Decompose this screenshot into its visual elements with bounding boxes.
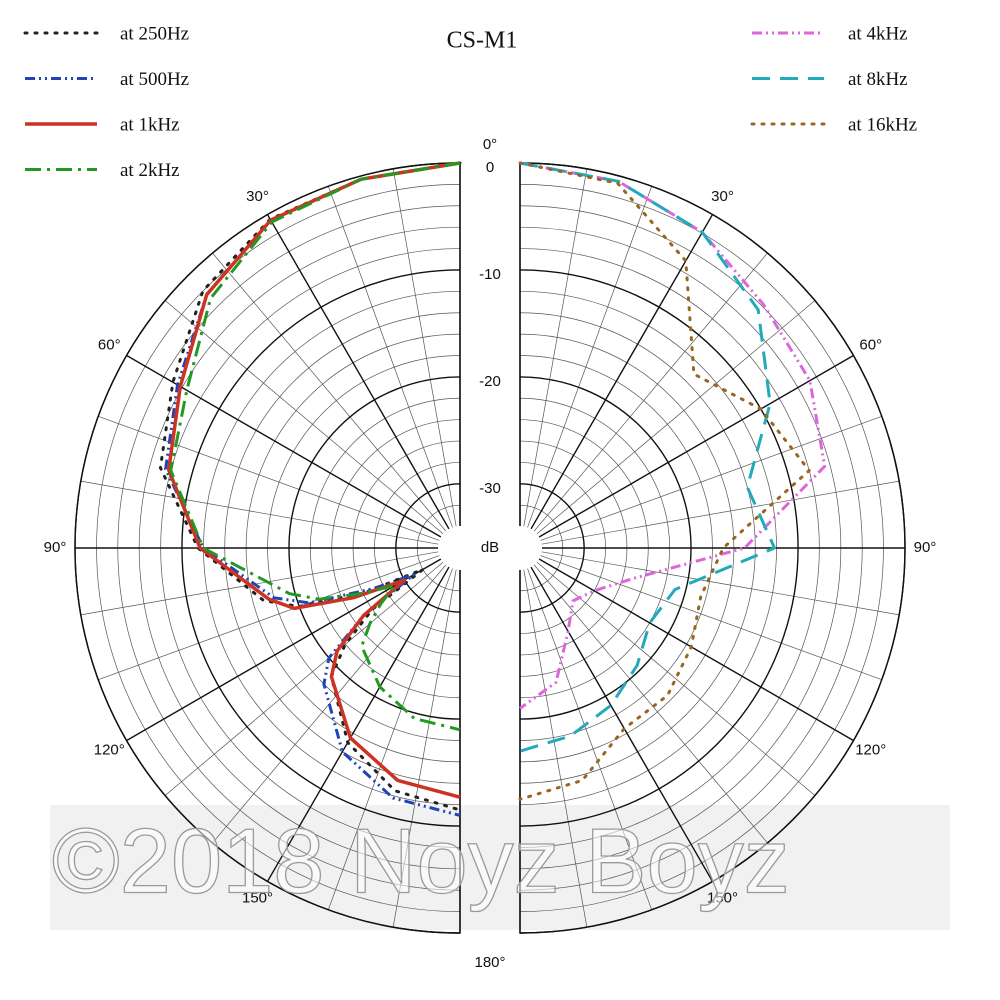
minor-spoke bbox=[98, 555, 440, 681]
minor-spoke bbox=[533, 252, 768, 532]
series-line bbox=[169, 161, 461, 732]
half-outline bbox=[519, 162, 906, 934]
legend-label: at 1kHz bbox=[120, 114, 180, 135]
minor-spoke bbox=[164, 561, 444, 796]
theta-tick-label: 60° bbox=[98, 336, 121, 353]
minor-spoke bbox=[533, 564, 768, 844]
minor-spoke bbox=[540, 415, 882, 541]
series-line bbox=[166, 161, 461, 799]
theta-tick-label: 150° bbox=[242, 890, 273, 907]
minor-spoke bbox=[212, 564, 447, 844]
theta-tick-label: 120° bbox=[855, 741, 886, 758]
theta-tick-label: 90° bbox=[44, 539, 67, 556]
minor-spoke bbox=[527, 186, 653, 528]
legend-label: at 250Hz bbox=[120, 23, 189, 44]
minor-spoke bbox=[536, 300, 816, 535]
major-spoke bbox=[538, 558, 854, 742]
minor-spoke bbox=[527, 568, 653, 910]
plot-lines bbox=[158, 161, 827, 817]
legend-label: at 8kHz bbox=[848, 69, 908, 90]
r-tick-label: -30 bbox=[479, 480, 501, 497]
major-spoke bbox=[530, 214, 714, 530]
theta-tick-label: 0° bbox=[483, 136, 497, 153]
theta-tick-label: 30° bbox=[711, 188, 734, 205]
legend-label: at 4kHz bbox=[848, 23, 908, 44]
minor-spoke bbox=[541, 480, 900, 545]
minor-spoke bbox=[80, 551, 439, 616]
legend-label: at 500Hz bbox=[120, 69, 189, 90]
minor-spoke bbox=[536, 561, 816, 796]
series-line bbox=[519, 161, 776, 753]
series-line bbox=[518, 161, 811, 801]
minor-spoke bbox=[523, 569, 588, 928]
r-tick-label: -10 bbox=[479, 266, 501, 283]
watermark: ©2018 Noyz Boyz bbox=[52, 810, 790, 912]
center-hole bbox=[438, 526, 482, 570]
half-outline bbox=[74, 162, 461, 934]
major-spoke bbox=[538, 354, 854, 538]
series-line bbox=[519, 161, 827, 710]
major-spoke bbox=[266, 214, 450, 530]
theta-tick-label: 60° bbox=[859, 336, 882, 353]
major-spoke bbox=[266, 566, 450, 882]
theta-tick-label: 120° bbox=[94, 741, 125, 758]
theta-tick-label: 30° bbox=[246, 188, 269, 205]
minor-spoke bbox=[212, 252, 447, 532]
minor-spoke bbox=[327, 186, 453, 528]
radial-unit: dB bbox=[481, 539, 499, 556]
minor-spoke bbox=[80, 480, 439, 545]
center-hole bbox=[498, 526, 542, 570]
minor-spoke bbox=[541, 551, 900, 616]
minor-spoke bbox=[98, 415, 440, 541]
minor-spoke bbox=[523, 168, 588, 527]
legend-label: at 2kHz bbox=[120, 160, 180, 181]
chart-title: CS-M1 bbox=[447, 28, 518, 54]
r-tick-label: -20 bbox=[479, 373, 501, 390]
minor-spoke bbox=[540, 555, 882, 681]
watermark-band bbox=[50, 805, 950, 930]
theta-tick-label: 150° bbox=[707, 890, 738, 907]
minor-spoke bbox=[164, 300, 444, 535]
minor-spoke bbox=[392, 168, 457, 527]
major-spoke bbox=[126, 558, 442, 742]
minor-spoke bbox=[392, 569, 457, 928]
legend-label: at 16kHz bbox=[848, 114, 917, 135]
major-spoke bbox=[530, 566, 714, 882]
theta-tick-label: 180° bbox=[474, 954, 505, 971]
r-tick-label: 0 bbox=[486, 159, 494, 176]
labels: 30° 60° 90° 120° 150° 30° 60° 90° 120° 150° 0° 180°… bbox=[23, 23, 937, 971]
minor-spoke bbox=[327, 568, 453, 910]
theta-tick-label: 90° bbox=[914, 539, 937, 556]
